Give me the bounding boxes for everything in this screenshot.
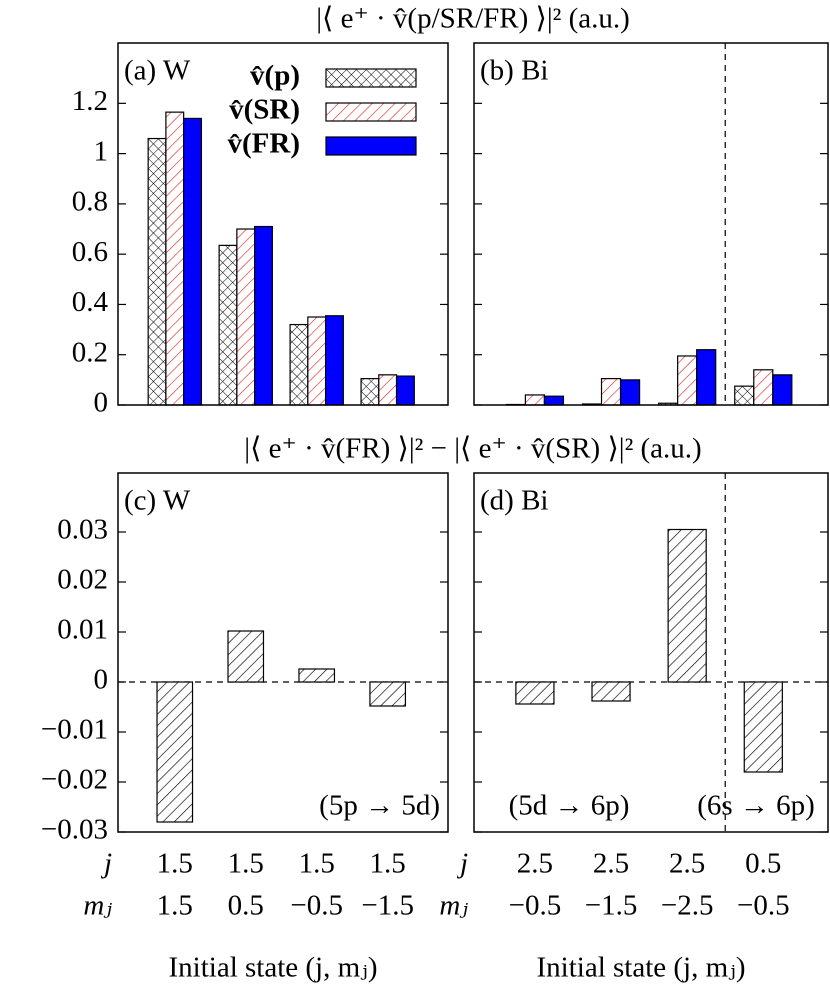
bar xyxy=(147,137,167,406)
bar xyxy=(236,228,256,406)
x-tick-label: 0.5 xyxy=(745,848,781,880)
bar xyxy=(772,374,793,406)
panel-label: (b) Bi xyxy=(480,55,548,87)
bar xyxy=(395,375,415,406)
bar xyxy=(324,315,344,406)
x-axis-label: Initial state (j, mⱼ) xyxy=(537,952,746,984)
panel-label: (a) W xyxy=(124,55,191,87)
legend-label: v̂(SR) xyxy=(229,94,300,126)
x-tick-label: −1.5 xyxy=(585,890,638,922)
x-tick-label: 2.5 xyxy=(669,848,705,880)
bar xyxy=(619,379,641,406)
y-tick-label: 0.4 xyxy=(72,286,109,318)
legend-label: v̂(p) xyxy=(250,60,300,92)
bar xyxy=(369,681,407,707)
panel-label: (c) W xyxy=(124,485,191,517)
x-tick-label: −2.5 xyxy=(661,890,714,922)
row-label: j xyxy=(456,848,468,880)
bar xyxy=(378,374,398,406)
y-tick-label: −0.03 xyxy=(41,814,108,846)
plot-frame xyxy=(473,472,829,833)
x-axis-label: Initial state (j, mⱼ) xyxy=(169,952,378,984)
y-tick-label: −0.02 xyxy=(41,764,108,796)
y-tick-label: 0.2 xyxy=(72,336,108,368)
bar xyxy=(183,117,202,406)
bar xyxy=(600,378,622,406)
y-tick-label: 1.2 xyxy=(72,85,108,117)
bar xyxy=(524,394,546,406)
x-tick-label: 1.5 xyxy=(370,848,406,880)
y-tick-label: 0 xyxy=(94,664,109,696)
bar xyxy=(165,111,185,406)
bar xyxy=(677,355,698,406)
x-tick-label: −0.5 xyxy=(737,890,790,922)
panel-label: (d) Bi xyxy=(480,485,548,517)
bar xyxy=(696,349,717,406)
y-tick-label: 0.01 xyxy=(57,614,108,646)
plot-frame xyxy=(117,472,449,833)
bar xyxy=(307,316,327,406)
bar xyxy=(734,385,755,406)
x-tick-label: 1.5 xyxy=(157,890,193,922)
plot-frame xyxy=(117,42,449,406)
y-tick-label: 0.02 xyxy=(57,564,108,596)
x-tick-label: 2.5 xyxy=(517,848,553,880)
row-label: mⱼ xyxy=(439,890,468,922)
x-tick-label: 1.5 xyxy=(299,848,335,880)
x-tick-label: −0.5 xyxy=(290,890,343,922)
plot-frame xyxy=(473,42,829,406)
x-tick-label: 1.5 xyxy=(228,848,264,880)
y-tick-label: 0.6 xyxy=(72,236,108,268)
bar xyxy=(218,244,238,406)
bar xyxy=(360,378,380,406)
bar xyxy=(156,681,194,823)
x-tick-label: 1.5 xyxy=(157,848,193,880)
y-tick-label: 0.03 xyxy=(57,514,108,546)
bar xyxy=(591,681,631,702)
y-tick-label: 0.8 xyxy=(72,186,108,218)
legend-swatch xyxy=(325,136,417,156)
y-tick-label: −0.01 xyxy=(41,714,108,746)
bar xyxy=(743,681,783,773)
legend-swatch xyxy=(325,102,417,122)
bar xyxy=(543,395,565,406)
bar xyxy=(667,528,707,683)
annotation: (5d → 6p) xyxy=(509,790,630,822)
bar xyxy=(515,681,555,705)
row-label: j xyxy=(100,848,112,880)
row-label: mⱼ xyxy=(83,890,112,922)
x-tick-label: 2.5 xyxy=(593,848,629,880)
bar xyxy=(753,369,774,406)
annotation: (5p → 5d) xyxy=(319,790,440,822)
legend-swatch xyxy=(325,68,417,88)
bar xyxy=(289,323,309,406)
bar xyxy=(227,630,265,683)
annotation: (6s → 6p) xyxy=(697,790,815,822)
chart-title: |⟨ e⁺ · v̂(p/SR/FR) ⟩|² (a.u.) xyxy=(316,3,630,35)
bar xyxy=(298,668,336,683)
chart-title: |⟨ e⁺ · v̂(FR) ⟩|² − |⟨ e⁺ · v̂(SR) ⟩|² … xyxy=(244,433,701,465)
bar xyxy=(254,225,273,406)
legend-label: v̂(FR) xyxy=(228,128,300,160)
x-tick-label: −1.5 xyxy=(361,890,414,922)
x-tick-label: −0.5 xyxy=(509,890,562,922)
y-tick-label: 1 xyxy=(94,135,109,167)
x-tick-label: 0.5 xyxy=(228,890,264,922)
y-tick-label: 0 xyxy=(94,387,109,419)
